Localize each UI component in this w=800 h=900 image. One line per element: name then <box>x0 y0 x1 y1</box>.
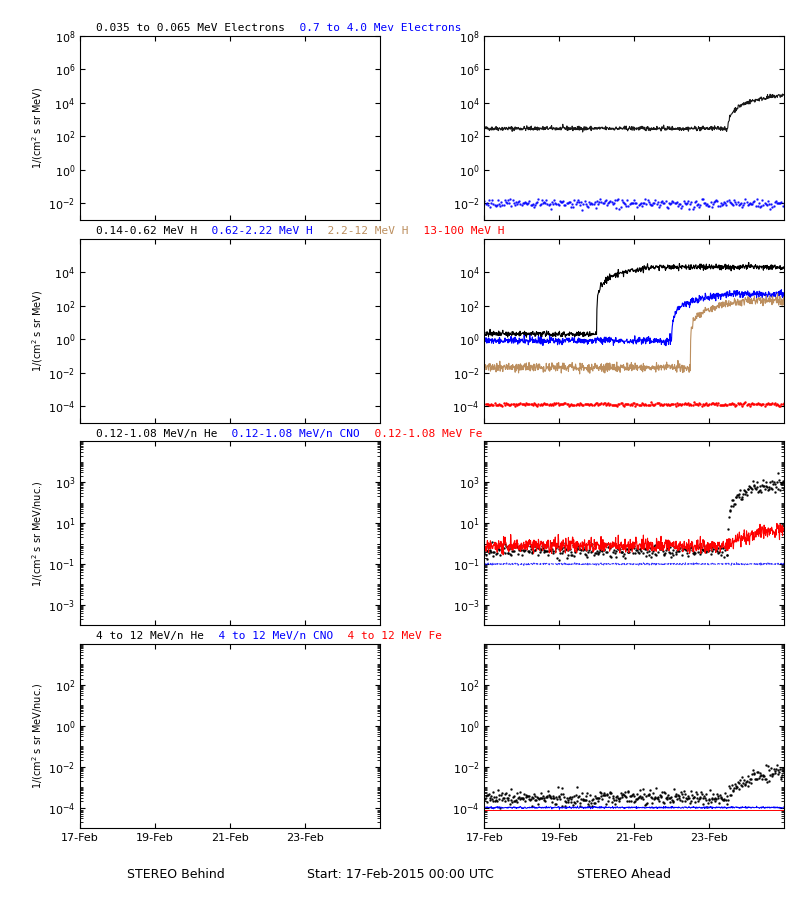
Text: 4 to 12 MeV/n CNO: 4 to 12 MeV/n CNO <box>205 631 334 641</box>
Text: 4 to 12 MeV/n He: 4 to 12 MeV/n He <box>96 631 204 641</box>
Text: 13-100 MeV H: 13-100 MeV H <box>410 226 504 236</box>
Text: 4 to 12 MeV Fe: 4 to 12 MeV Fe <box>334 631 442 641</box>
Text: 0.62-2.22 MeV H: 0.62-2.22 MeV H <box>198 226 313 236</box>
Text: 0.14-0.62 MeV H: 0.14-0.62 MeV H <box>96 226 198 236</box>
Text: 0.7 to 4.0 Mev Electrons: 0.7 to 4.0 Mev Electrons <box>286 23 462 33</box>
Y-axis label: 1/(cm$^2$ s sr MeV/nuc.): 1/(cm$^2$ s sr MeV/nuc.) <box>30 683 45 789</box>
Text: 0.12-1.08 MeV Fe: 0.12-1.08 MeV Fe <box>362 428 482 438</box>
Text: Start: 17-Feb-2015 00:00 UTC: Start: 17-Feb-2015 00:00 UTC <box>306 868 494 880</box>
Text: 0.035 to 0.065 MeV Electrons: 0.035 to 0.065 MeV Electrons <box>96 23 285 33</box>
Y-axis label: 1/(cm$^2$ s sr MeV/nuc.): 1/(cm$^2$ s sr MeV/nuc.) <box>30 480 46 587</box>
Text: 0.12-1.08 MeV/n He: 0.12-1.08 MeV/n He <box>96 428 218 438</box>
Text: 2.2-12 MeV H: 2.2-12 MeV H <box>314 226 409 236</box>
Y-axis label: 1/(cm$^2$ s sr MeV): 1/(cm$^2$ s sr MeV) <box>30 290 45 372</box>
Text: STEREO Behind: STEREO Behind <box>127 868 225 880</box>
Text: STEREO Ahead: STEREO Ahead <box>577 868 671 880</box>
Text: 0.12-1.08 MeV/n CNO: 0.12-1.08 MeV/n CNO <box>218 428 360 438</box>
Y-axis label: 1/(cm$^2$ s sr MeV): 1/(cm$^2$ s sr MeV) <box>30 87 46 169</box>
